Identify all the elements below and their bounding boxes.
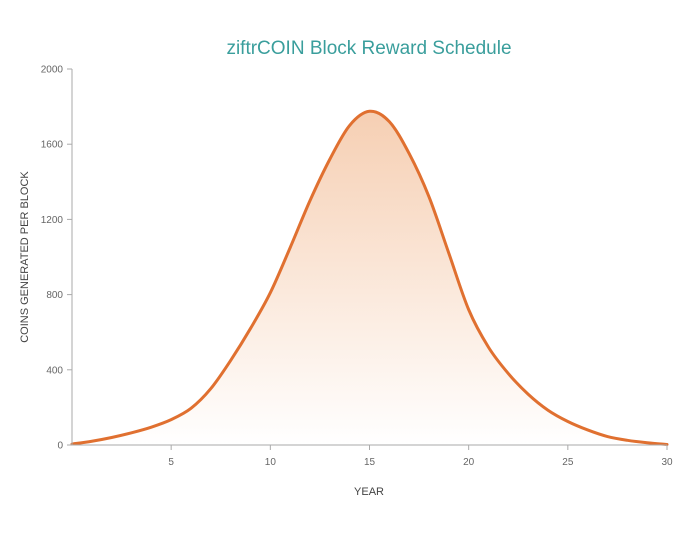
chart-title: ziftrCOIN Block Reward Schedule [226,38,511,59]
x-tick-label: 20 [463,457,475,468]
y-tick-label: 1200 [41,215,64,226]
y-tick-label: 0 [57,441,63,452]
series-line [70,109,669,446]
y-axis-label: COINS GENERATED PER BLOCK [19,171,31,343]
y-tick-label: 2000 [41,65,64,76]
x-tick-label: 25 [562,457,574,468]
y-tick-label: 800 [46,290,63,301]
y-tick-label: 1600 [41,140,64,151]
x-tick-label: 15 [364,457,376,468]
x-tick-label: 5 [168,457,174,468]
y-tick-label: 400 [46,365,63,376]
x-tick-label: 30 [661,457,673,468]
series-area-fill [72,111,667,445]
x-axis-label: YEAR [354,486,384,498]
x-tick-label: 10 [265,457,277,468]
